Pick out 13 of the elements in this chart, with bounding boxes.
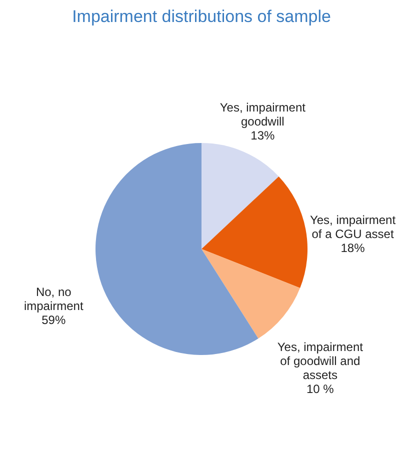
slice-label: Yes, impairment goodwill [220,100,306,129]
data-label: 59% [42,312,66,327]
data-label: 10 % [306,382,334,396]
slice-label: Yes, impairment of a CGU asset [310,213,396,242]
chart-title: Impairment distributions of sample [72,7,331,26]
pie-slice [202,143,279,249]
data-label: 18% [340,241,366,256]
pie-slice [202,249,300,338]
slice-label: Yes, impairment of goodwill and assets [277,340,364,382]
slice-label: No, no impairment [24,284,84,313]
pie-slice [96,143,258,355]
pie-slice [202,176,308,288]
data-label: 13% [250,128,275,143]
